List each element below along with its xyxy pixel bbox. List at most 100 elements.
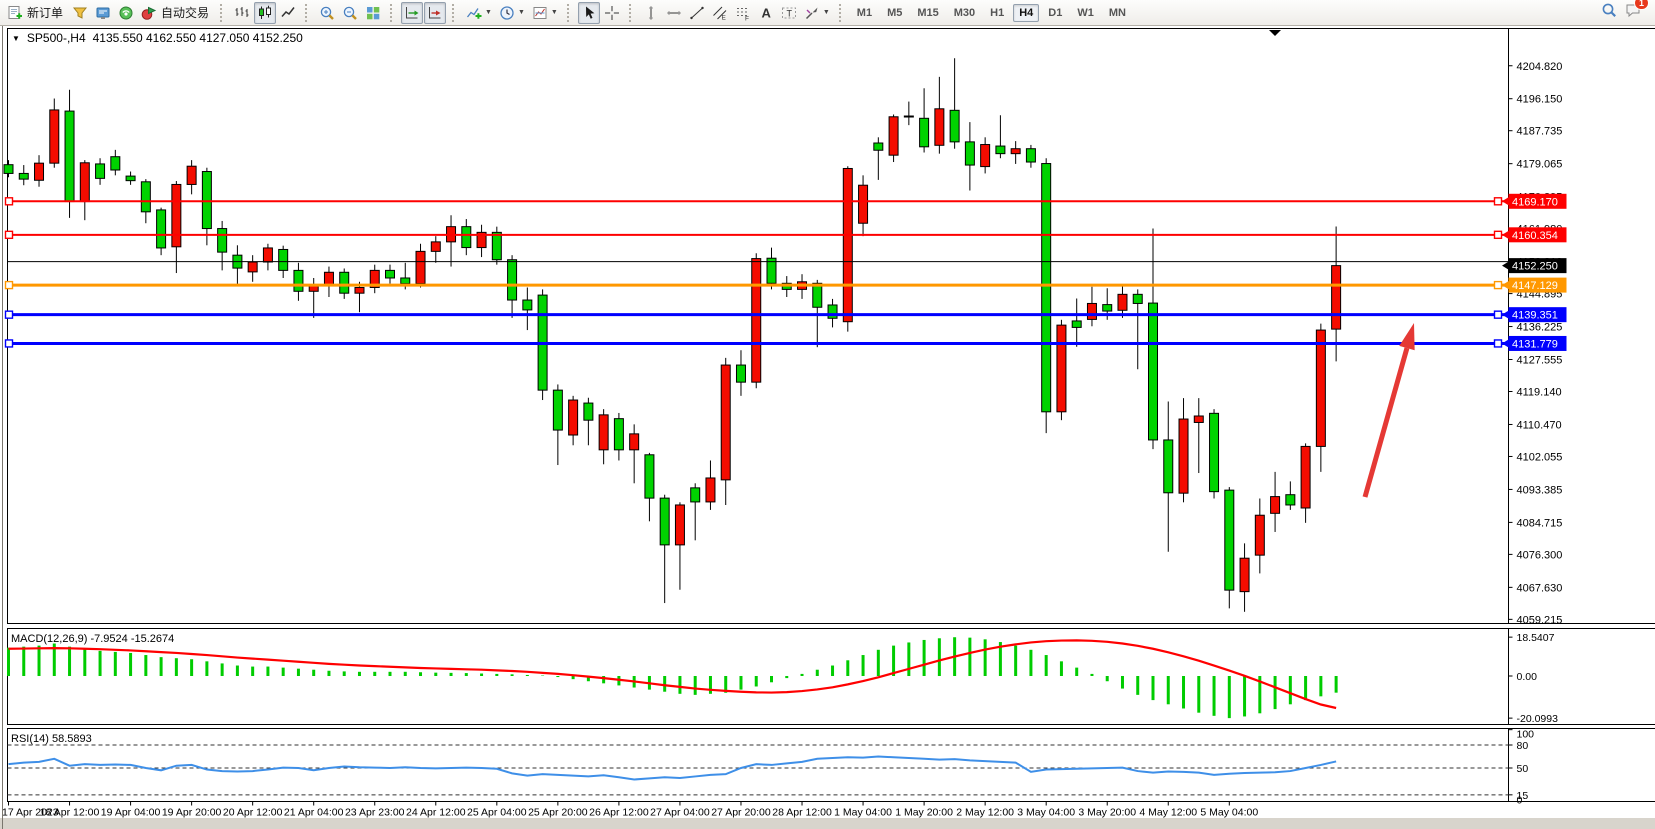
cursor-button[interactable]	[577, 1, 600, 24]
indicators-button[interactable]: ▼	[463, 2, 495, 24]
templates-button[interactable]: ▼	[529, 2, 561, 24]
candle-body	[613, 418, 624, 451]
candle-body	[751, 258, 762, 383]
timeframe-d1-button[interactable]: D1	[1048, 6, 1063, 19]
text-label-button[interactable]: T	[778, 2, 800, 24]
candle-body	[720, 364, 731, 481]
data-window-button[interactable]	[92, 2, 114, 24]
search-icon	[1602, 3, 1616, 17]
line-drag-handle[interactable]	[1493, 280, 1503, 290]
candle-body	[888, 116, 899, 156]
time-axis-label: 1 May 04:00	[834, 807, 892, 819]
arrows-button[interactable]: ▼	[801, 2, 833, 24]
price-axis-tick: 4119.140	[1517, 387, 1562, 399]
line-chart-button[interactable]	[277, 2, 299, 24]
auto-scroll-button[interactable]	[401, 1, 424, 24]
tiles-icon	[367, 6, 380, 19]
time-axis-label: 28 Apr 12:00	[772, 807, 832, 819]
time-axis-label: 21 Apr 04:00	[284, 807, 344, 819]
search-button[interactable]	[1601, 2, 1617, 23]
candle-body	[1254, 514, 1265, 556]
crosshair-button[interactable]	[601, 2, 623, 24]
timeframe-mn-button[interactable]: MN	[1108, 6, 1126, 19]
navigator-button[interactable]	[115, 2, 137, 24]
channel-button[interactable]: E	[709, 2, 731, 24]
timeframe-m5-button[interactable]: M5	[887, 6, 903, 19]
chart-shift-button[interactable]	[424, 1, 447, 24]
price-axis-tick: 4127.555	[1517, 355, 1563, 367]
candle-body	[262, 247, 273, 263]
macd-axis-tick: 18.5407	[1517, 632, 1555, 644]
new-order-button-label: 新订单	[27, 6, 64, 20]
chart-title: ▼ SP500-,H4 4135.550 4162.550 4127.050 4…	[12, 31, 303, 45]
timeframe-m15-button[interactable]: M15	[917, 6, 939, 19]
time-axis-label: 26 Apr 12:00	[589, 807, 649, 819]
rsi-axis-tick: 50	[1517, 763, 1529, 775]
chat-button[interactable]: 1	[1625, 0, 1649, 23]
main-toolbar: 新订单 自动交易 ▼ ▼ ▼ E F A T ▼ M1 M5 M15 M30 H1 H4 D1 W1 MN 1	[0, 0, 1655, 26]
timeframe-w1-button[interactable]: W1	[1077, 6, 1094, 19]
candle-body	[186, 165, 197, 185]
line-drag-handle[interactable]	[4, 310, 14, 319]
price-level-badge: 4139.351	[1512, 310, 1558, 322]
line-drag-handle[interactable]	[1493, 230, 1503, 240]
timeframe-h4-button[interactable]: H4	[1013, 3, 1040, 22]
trend-arrow-shaft[interactable]	[1362, 347, 1410, 498]
text-button[interactable]: A	[755, 2, 777, 24]
bar-chart-button[interactable]	[231, 2, 253, 24]
candle-body	[293, 269, 304, 292]
timeframe-m30-button[interactable]: M30	[953, 6, 976, 19]
candle-body	[964, 141, 975, 166]
trend-arrow-head[interactable]	[1399, 323, 1415, 351]
candle-body	[674, 504, 685, 546]
time-axis-label: 25 Apr 04:00	[467, 807, 527, 819]
candle-body	[491, 231, 502, 261]
new-order-button[interactable]: 新订单	[4, 2, 68, 24]
candle-body	[430, 241, 441, 252]
fibonacci-button[interactable]: F	[732, 2, 754, 24]
chevron-down-icon: ▼	[485, 9, 492, 16]
macd-axis-tick: 0.00	[1517, 671, 1538, 683]
candle-body	[1132, 293, 1143, 304]
tile-windows-button[interactable]	[362, 2, 384, 24]
macd-indicator-label: MACD(12,26,9) -7.9524 -15.2674	[11, 633, 175, 645]
line-drag-handle[interactable]	[1493, 197, 1503, 206]
zoom-in-button[interactable]	[316, 2, 338, 24]
price-axis-tick: 4102.055	[1517, 451, 1563, 463]
autotrading-button[interactable]: 自动交易	[138, 2, 214, 24]
chart-shift-marker[interactable]	[1269, 30, 1281, 36]
time-axis-label: 1 May 20:00	[895, 807, 953, 819]
line-drag-handle[interactable]	[4, 280, 14, 290]
zoom-out-button[interactable]	[339, 2, 361, 24]
macd-pane[interactable]	[7, 628, 1509, 725]
toolbar-separator	[305, 3, 310, 22]
rsi-axis-tick: 100	[1517, 729, 1535, 741]
linechart-icon	[281, 6, 295, 17]
candle-body	[339, 271, 350, 294]
line-drag-handle[interactable]	[4, 230, 14, 240]
candle-body	[1178, 418, 1189, 494]
candle-body	[949, 109, 960, 143]
candlestick-chart-button[interactable]	[254, 1, 277, 24]
timeframe-m1-button[interactable]: M1	[856, 6, 873, 19]
candle-body	[1209, 412, 1220, 493]
periods-button[interactable]: ▼	[496, 2, 528, 24]
candle-body	[568, 399, 579, 436]
price-axis-tick: 4093.385	[1517, 484, 1563, 496]
line-drag-handle[interactable]	[4, 197, 14, 206]
price-axis-tick: 4196.150	[1517, 94, 1563, 106]
vertical-line-button[interactable]	[640, 2, 662, 24]
trendline-icon	[690, 6, 704, 19]
toolbar-separator	[452, 3, 457, 22]
line-drag-handle[interactable]	[1493, 310, 1503, 319]
line-drag-handle[interactable]	[1493, 339, 1503, 348]
candle-body	[18, 172, 29, 180]
chart-canvas[interactable]: 4204.8204196.1504187.7354179.0654170.395…	[0, 26, 1655, 818]
timeframe-h1-button[interactable]: H1	[990, 6, 1005, 19]
trendline-button[interactable]	[686, 2, 708, 24]
line-drag-handle[interactable]	[4, 339, 14, 348]
candle-body	[598, 414, 609, 451]
horizontal-line-button[interactable]	[663, 2, 685, 24]
market-watch-button[interactable]	[69, 2, 91, 24]
one-click-trading-toggle[interactable]: ▼	[12, 33, 20, 43]
